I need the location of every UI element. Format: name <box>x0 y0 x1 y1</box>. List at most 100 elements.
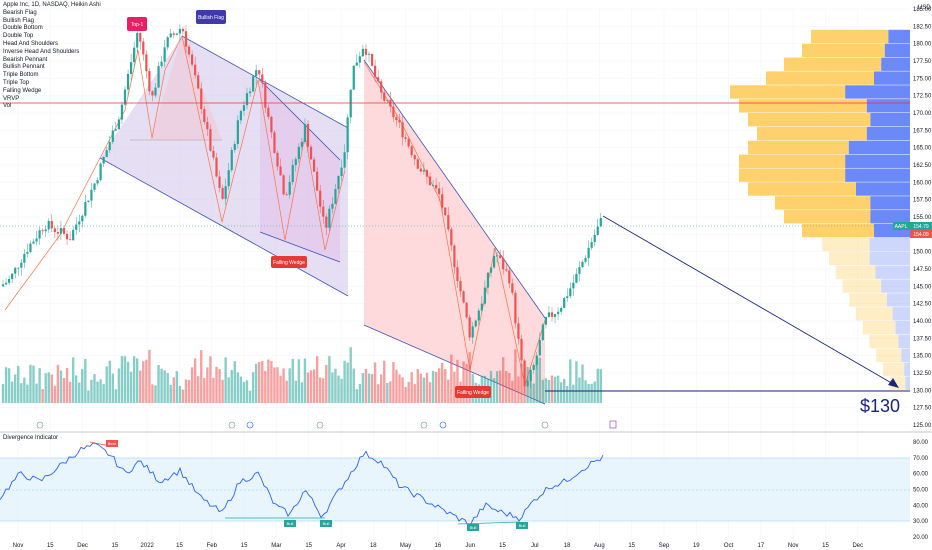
indicator-item[interactable]: Vol <box>3 103 12 110</box>
falling-wedge-badge-2[interactable]: Falling Wedge <box>455 386 491 398</box>
candle-body <box>69 239 72 241</box>
volume-bar <box>520 364 523 403</box>
svg-text:Bull: Bull <box>519 523 526 528</box>
candle-body <box>123 89 127 105</box>
time-tick-label: Nov <box>13 543 24 549</box>
indicator-item[interactable]: Triple Top <box>3 79 30 86</box>
vp-bar-down <box>874 71 910 85</box>
candle-body <box>166 37 169 48</box>
candle-body <box>111 130 114 142</box>
vp-bar-up <box>856 307 893 321</box>
volume-bar <box>90 379 93 403</box>
vp-bar-down <box>870 196 910 210</box>
volume-bar <box>416 369 419 403</box>
volume-bar <box>550 375 554 403</box>
time-tick-label: 17 <box>758 543 765 549</box>
candle-body <box>255 70 258 77</box>
candle-body <box>206 121 209 130</box>
volume-bar <box>343 360 346 403</box>
candle-body <box>575 273 578 283</box>
candle-body <box>337 176 340 190</box>
volume-bar <box>572 384 575 403</box>
vp-bar-down <box>866 126 910 141</box>
candle-body <box>572 282 575 289</box>
bullish-flag-badge[interactable]: Bullish Flag <box>196 10 226 24</box>
indicator-item[interactable]: Bearish Pennant <box>3 56 48 63</box>
osc-axis[interactable]: 80.00 70.00 60.00 50.00 40.00 30.00 20.00 <box>913 440 929 541</box>
time-tick-label: Aug <box>594 543 605 549</box>
osc-bull-badge-4[interactable]: Bull <box>516 522 528 529</box>
volume-bar <box>38 368 41 403</box>
time-axis[interactable]: Nov 15 Dec 15 2022 15 Feb 15 Mar 15 Apr 18 May 16 Jun 1… <box>13 543 863 549</box>
candle-body <box>447 215 450 230</box>
indicator-item[interactable]: Double Top <box>3 33 34 40</box>
price-axis[interactable]: 185.00 182.50 180.00 177.50 175.00 172.50 170.… <box>913 7 932 429</box>
volume-bar <box>291 358 294 403</box>
volume-bar <box>569 359 572 403</box>
time-tick-label: Dec <box>852 543 863 549</box>
falling-wedge-badge-1[interactable]: Falling Wedge <box>271 256 307 268</box>
projection-arrow[interactable] <box>602 215 896 386</box>
volume-bar <box>434 371 438 403</box>
candle-body <box>169 33 172 38</box>
time-tick-label: 15 <box>822 543 829 549</box>
candle-body <box>404 137 407 139</box>
indicator-item[interactable]: Bearish Flag <box>3 9 37 16</box>
osc-bull-badge-2[interactable]: Bull <box>320 520 332 527</box>
svg-text:Bear: Bear <box>108 441 117 446</box>
candle-body <box>395 117 398 121</box>
candle-body <box>17 267 20 269</box>
vp-bar-down <box>881 57 910 71</box>
time-tick-label: Dec <box>77 543 88 549</box>
candle-body <box>431 185 435 186</box>
top1-badge[interactable]: Top-1 <box>127 17 147 31</box>
price-tick-label: 135.00 <box>913 354 932 360</box>
indicator-item[interactable]: Triple Bottom <box>3 72 39 79</box>
volume-bar <box>26 384 29 403</box>
volume-bar <box>578 377 581 403</box>
volume-bar <box>410 372 413 403</box>
osc-bull-badge-1[interactable]: Bull <box>284 520 296 527</box>
indicator-item[interactable]: Falling Wedge <box>3 87 42 94</box>
indicator-item[interactable]: Bullish Flag <box>3 17 35 24</box>
chart-title[interactable]: Apple Inc, 1D, NASDAQ, Heikin Ashi <box>3 2 101 8</box>
time-tick-label: 18 <box>564 543 571 549</box>
time-tick-label: 15 <box>628 543 635 549</box>
svg-text:Bull: Bull <box>323 521 330 526</box>
indicator-item[interactable]: Inverse Head And Shoulders <box>3 48 80 55</box>
candle-body <box>346 117 349 153</box>
candle-body <box>172 33 175 35</box>
osc-tick-label: 20.00 <box>913 535 929 541</box>
osc-bull-badge-3[interactable]: Bull <box>467 524 479 531</box>
volume-bar <box>261 361 264 403</box>
volume-bar <box>465 363 468 403</box>
candle-body <box>526 380 529 387</box>
candle-body <box>596 226 599 235</box>
volume-bar <box>285 380 288 403</box>
osc-bear-badge[interactable]: Bear <box>106 440 118 447</box>
event-markers[interactable] <box>36 420 617 429</box>
osc-tick-label: 60.00 <box>913 472 929 478</box>
volume-bar <box>553 376 557 403</box>
candle-body <box>435 185 438 189</box>
volume-bar <box>203 377 206 403</box>
candle-body <box>252 76 255 92</box>
candle-body <box>282 175 285 195</box>
volume-bar <box>590 383 593 403</box>
candle-body <box>553 314 557 317</box>
volume-bar <box>193 358 197 403</box>
time-tick-label: Feb <box>207 543 218 549</box>
osc-title[interactable]: Divergence Indicator <box>3 435 59 441</box>
volume-bar <box>380 374 383 403</box>
indicator-item[interactable]: Head And Shoulders <box>3 40 59 47</box>
candle-body <box>136 32 139 48</box>
candle-body <box>532 364 535 370</box>
indicator-item[interactable]: Bullish Pennant <box>3 64 45 71</box>
candle-body <box>178 28 181 34</box>
candle-body <box>163 47 166 62</box>
indicator-item[interactable]: VRVP <box>3 95 20 102</box>
indicator-item[interactable]: Double Bottom <box>3 25 43 32</box>
candle-body <box>340 167 343 177</box>
candle-body <box>331 203 334 209</box>
